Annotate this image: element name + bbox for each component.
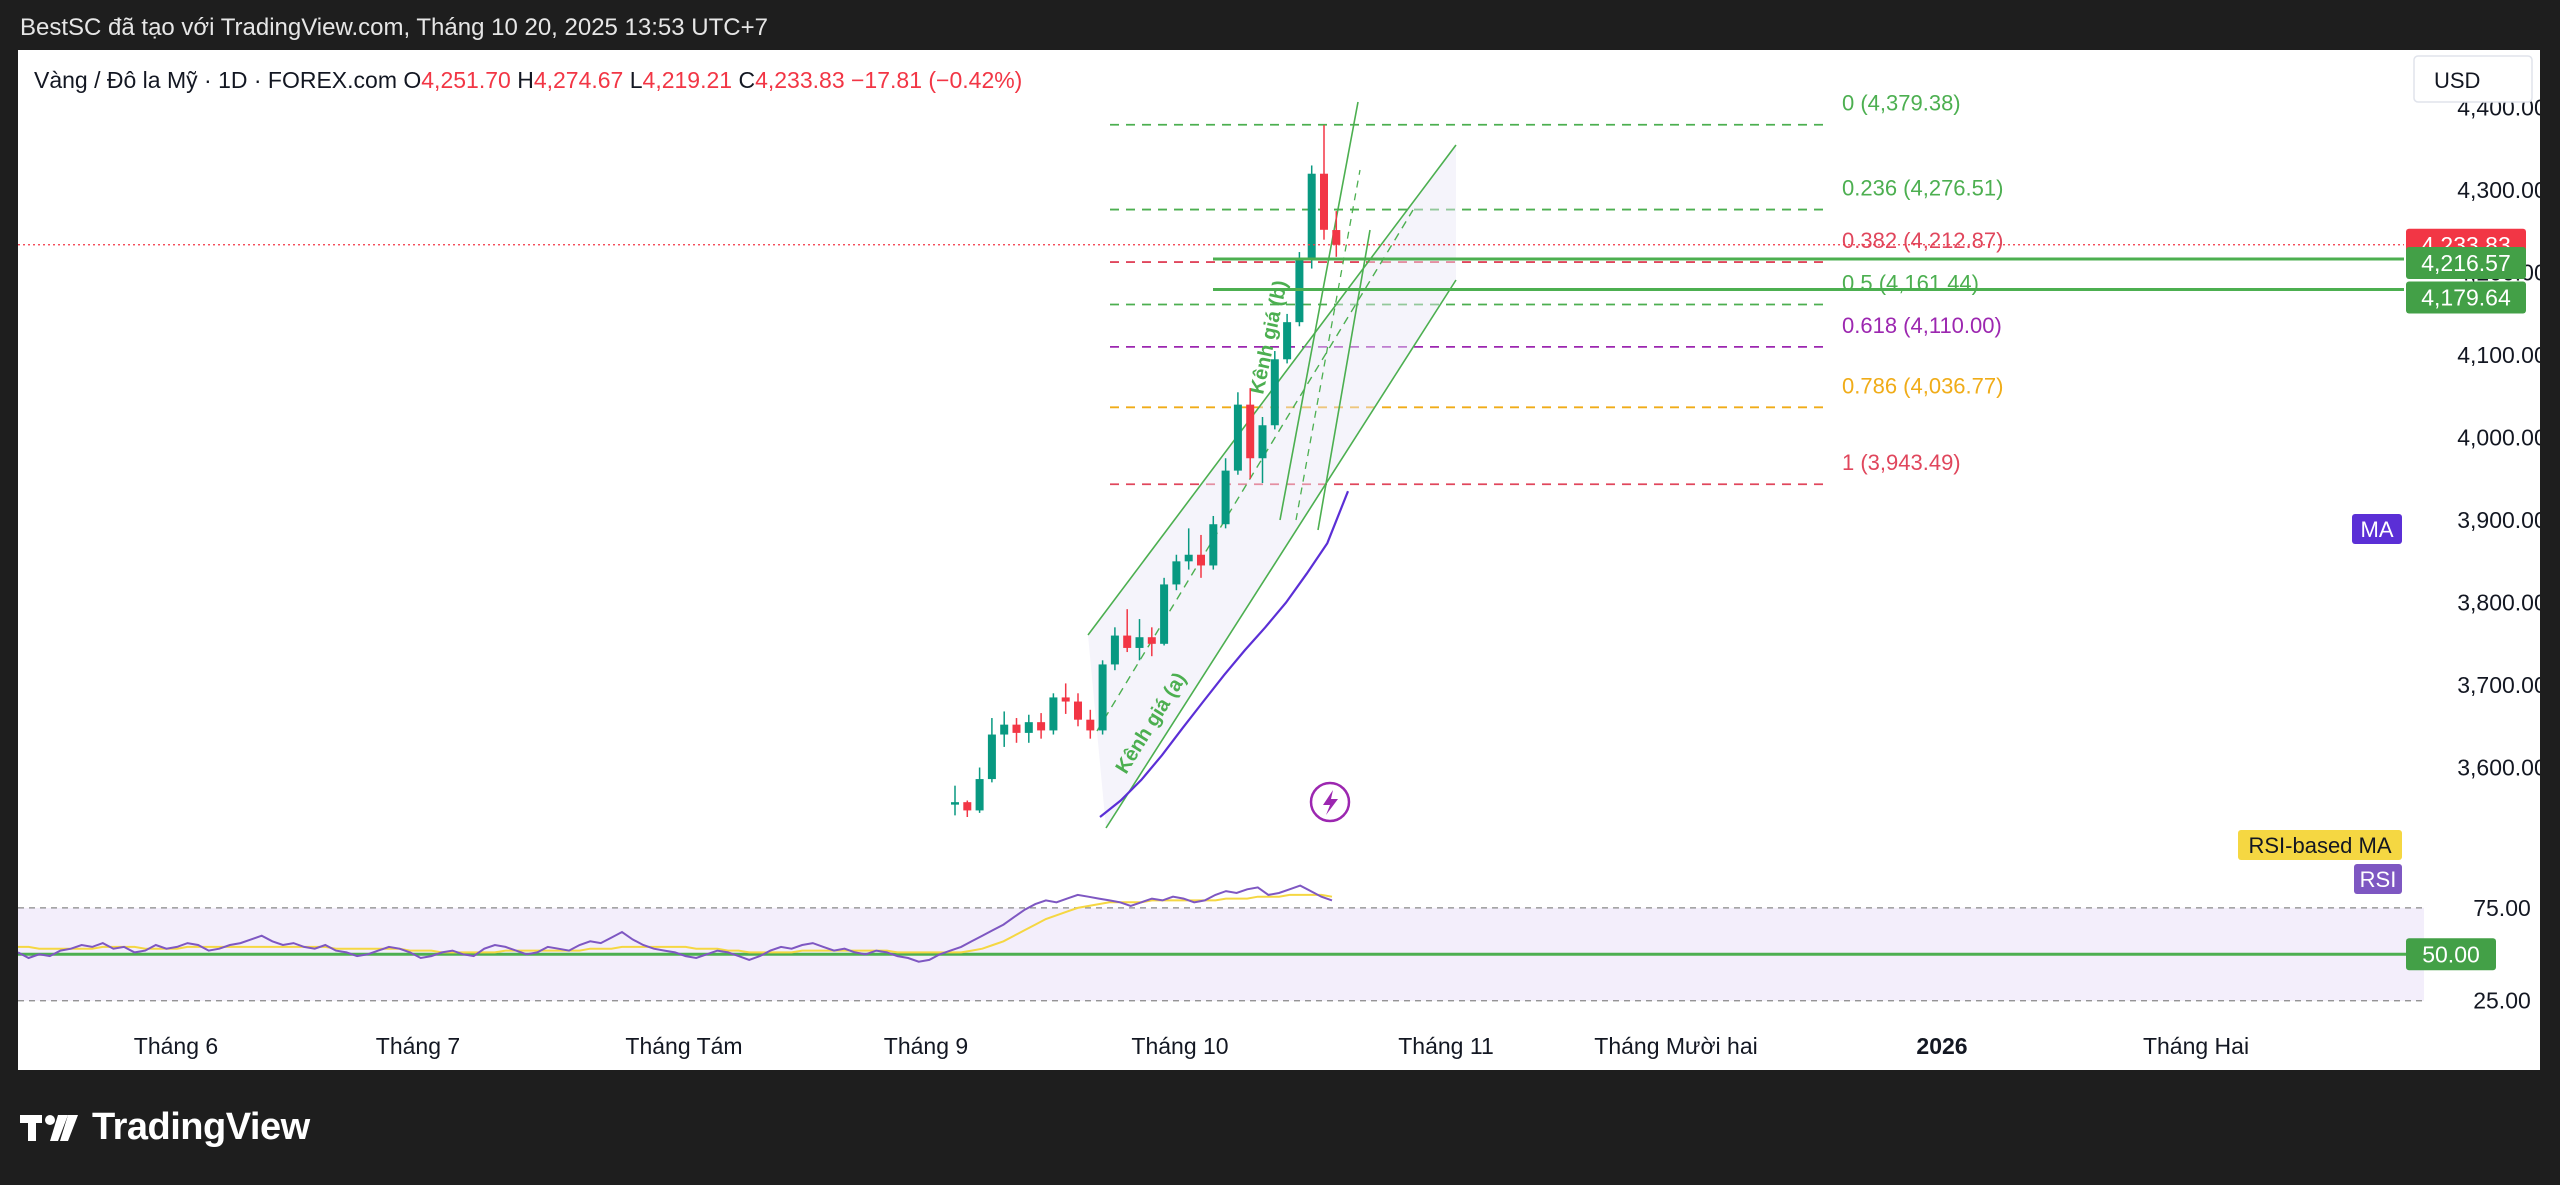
rsi-badge: RSI [2360,867,2397,892]
legend-c-label: C [738,67,755,93]
time-tick-label: Tháng 9 [884,1033,968,1059]
legend-l-value: 4,219.21 [643,67,739,93]
time-tick-label: Tháng Hai [2143,1033,2249,1059]
candle-body [1233,404,1242,471]
price-tick-label: 4,100.00 [2457,342,2540,368]
candle-body [975,779,984,811]
candle-body [1098,664,1107,731]
legend-c-value: 4,233.83 [755,67,851,93]
candle-body [1221,470,1230,525]
candle-body [1172,561,1181,585]
candle-body [1061,697,1070,702]
ma-badge-bg [2352,514,2402,544]
time-tick-label: Tháng Mười hai [1594,1033,1757,1059]
fib-label-0.236: 0.236 (4,276.51) [1842,176,2003,201]
candle-body [1184,554,1193,562]
rsi-level-badge-bg [2406,938,2496,971]
legend-h-label: H [517,67,534,93]
candle-body [987,734,996,780]
level-2-badge: 4,179.64 [2421,284,2511,310]
price-tick-label: 4,300.00 [2457,177,2540,203]
candle-body [1332,230,1341,245]
price-tick-label: 3,700.00 [2457,672,2540,698]
fib-label-0.5: 0.5 (4,161.44) [1842,270,1979,295]
legend-h-value: 4,274.67 [534,67,630,93]
time-tick-label: Tháng 6 [134,1033,218,1059]
candle-body [1209,524,1218,566]
legend-o-label: O [403,67,421,93]
channel-b-right [1317,229,1371,531]
time-tick-label: Tháng 10 [1131,1033,1228,1059]
tradingview-logo-icon [20,1114,78,1141]
candle-body [1135,637,1144,648]
currency-button-label: USD [2434,68,2480,93]
candle-body [1295,260,1304,323]
candle-body [1270,359,1279,426]
lightning-icon-bolt [1323,790,1338,815]
fib-label-0.382: 0.382 (4,212.87) [1842,228,2003,253]
level-2-badge-bg [2406,281,2526,314]
channel-a-lower [1105,279,1457,829]
candle-body [1037,722,1046,731]
footer-logo[interactable]: TradingView [20,1106,310,1149]
time-tick-label: Tháng Tám [625,1033,742,1059]
candle-body [1086,719,1095,731]
candle-body [1110,635,1119,665]
legend-change: −17.81 (−0.42%) [851,67,1022,93]
channel-a-fill [1088,145,1456,828]
rsi-ma-badge: RSI-based MA [2248,833,2391,858]
candle-body [963,802,972,811]
price-tick-label: 3,600.00 [2457,755,2540,781]
rsi-ma-line [18,893,1333,954]
time-tick-label: Tháng 11 [1398,1033,1493,1059]
rsi-badge-bg [2354,864,2402,894]
candle-body [1197,554,1205,566]
candle-body [1246,404,1255,459]
channel-a-mid [1096,209,1414,732]
candle-body [1320,173,1328,230]
candle-body [951,802,959,805]
time-tick-label: Tháng 7 [376,1033,460,1059]
candle-body [1283,322,1292,360]
candle-body [1049,697,1058,731]
candle-body [1074,701,1082,720]
candle-body [1123,635,1132,648]
price-tick-label: 3,800.00 [2457,590,2540,616]
ma-badge: MA [2361,517,2394,542]
price-tick-label: 3,900.00 [2457,507,2540,533]
candle-body [1307,173,1316,261]
time-tick-label: 2026 [1916,1033,1967,1059]
chart-canvas[interactable]: 0 (4,379.38) 0.236 (4,276.51) 0.382 (4,212… [18,50,2540,1070]
candle-body [1258,425,1267,459]
currency-button[interactable] [2413,55,2533,103]
candle-body [1024,722,1033,733]
legend-l-label: L [630,67,643,93]
fib-label-1: 1 (3,943.49) [1842,450,1961,475]
fib-label-0: 0 (4,379.38) [1842,91,1961,116]
rsi-level-badge: 50.00 [2422,941,2480,967]
rsi-tick-label: 75.00 [2473,895,2531,921]
candle-body [1000,724,1009,735]
fib-label-0.786: 0.786 (4,036.77) [1842,373,2003,398]
channel-b-left [1279,101,1359,521]
rsi-tick-label: 25.00 [2473,988,2531,1014]
candle-body [1012,724,1021,733]
brand-name: TradingView [92,1106,310,1148]
ma-line [1099,490,1350,818]
chart-panel[interactable]: 0 (4,379.38) 0.236 (4,276.51) 0.382 (4,212… [18,50,2540,1070]
candle-body [1160,584,1169,644]
rsi-ma-badge-bg [2238,830,2402,860]
level-1-badge: 4,216.57 [2421,250,2511,276]
symbol-legend: Vàng / Đô la Mỹ · 1D · FOREX.com O4,251.… [34,67,1022,93]
price-tick-label: 4,000.00 [2457,425,2540,451]
fib-label-0.618: 0.618 (4,110.00) [1842,313,2002,338]
legend-symbol: Vàng / Đô la Mỹ · 1D · FOREX.com [34,67,403,93]
candle-body [1147,637,1156,644]
level-1-badge-bg [2406,247,2526,280]
chart-attribution: BestSC đã tạo với TradingView.com, Tháng… [20,14,768,41]
rsi-line [18,884,1333,963]
legend-o-value: 4,251.70 [421,67,517,93]
